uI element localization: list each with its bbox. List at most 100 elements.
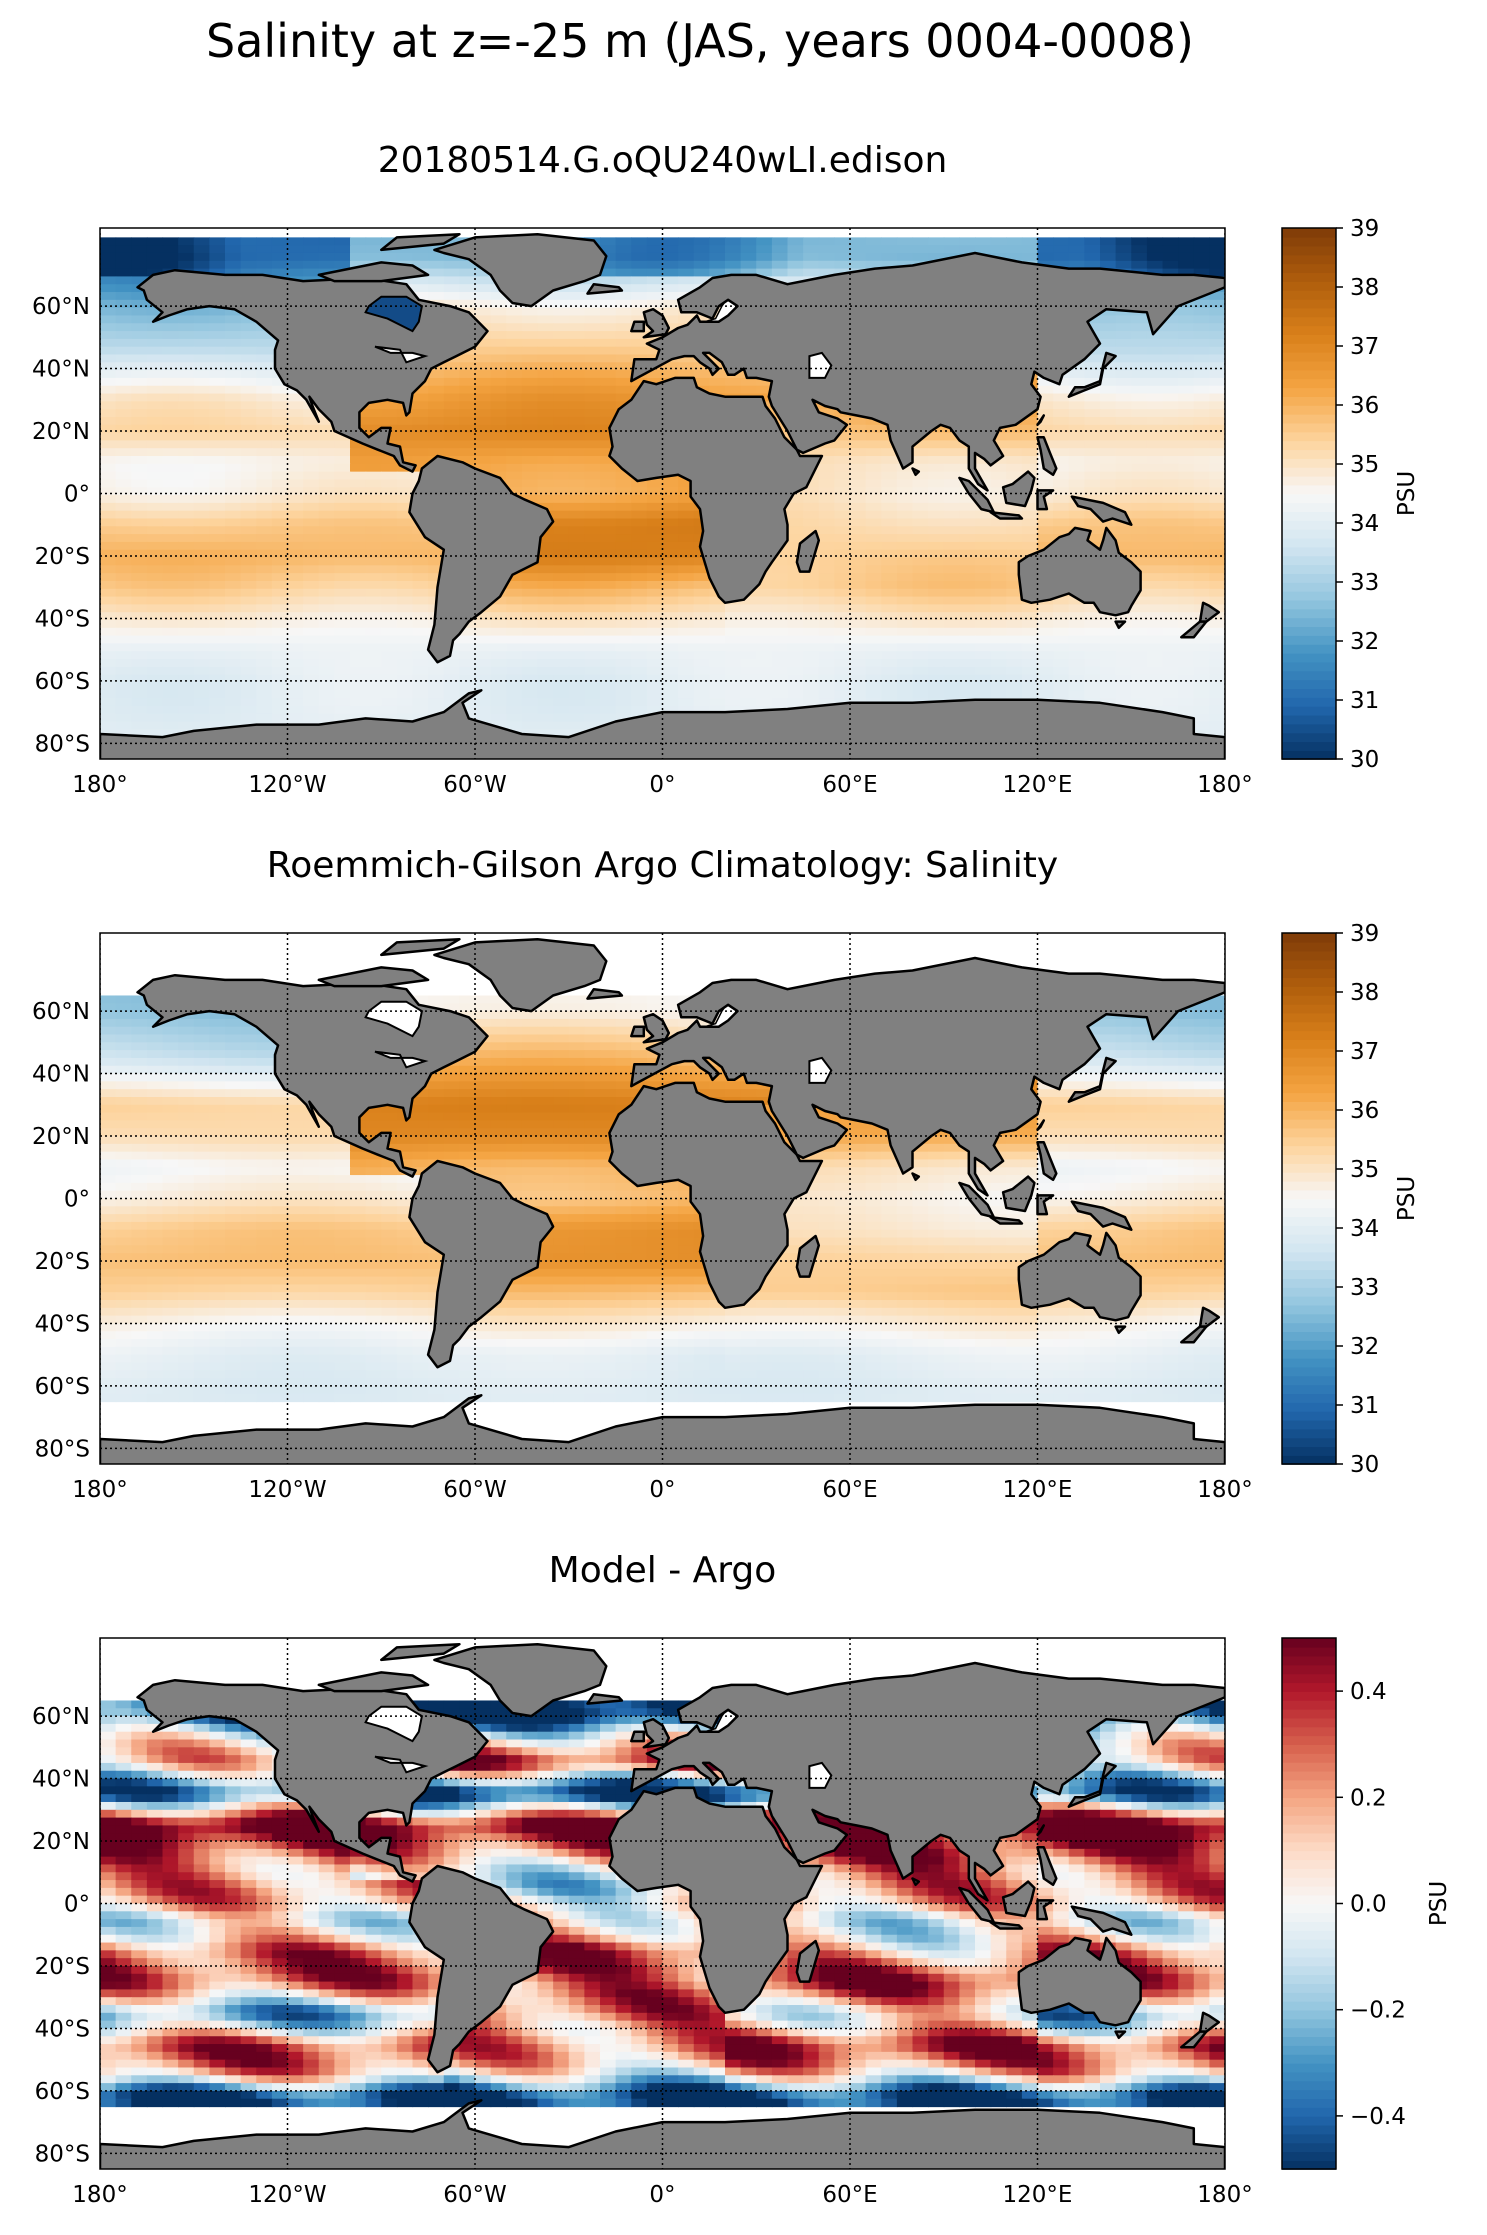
field-cell [115, 448, 132, 457]
field-cell [1193, 635, 1210, 645]
field-cell [990, 534, 1007, 543]
field-cell [490, 682, 507, 691]
field-cell [818, 659, 835, 668]
field-cell [850, 690, 867, 699]
field-cell [100, 612, 117, 621]
field-cell [1162, 549, 1179, 559]
field-cell [631, 690, 648, 699]
field-cell [271, 690, 289, 699]
field-cell [443, 268, 460, 278]
field-cell [896, 674, 914, 684]
field-cell [584, 276, 601, 285]
field-cell [1006, 651, 1023, 660]
colorbar-segment [1282, 555, 1336, 566]
field-cell [115, 292, 132, 301]
field-cell [709, 604, 726, 613]
field-cell [943, 682, 960, 691]
field-cell [553, 635, 570, 645]
field-cell [1146, 237, 1164, 246]
field-cell [475, 292, 492, 301]
field-cell [381, 635, 398, 645]
field-cell [615, 596, 632, 605]
field-cell [1037, 432, 1054, 441]
field-cell [428, 385, 445, 395]
field-cell [1131, 620, 1148, 629]
field-cell [740, 659, 757, 668]
field-cell [615, 635, 632, 645]
field-cell [178, 338, 195, 348]
field-cell [678, 479, 695, 488]
field-cell [818, 440, 835, 449]
field-cell [662, 526, 679, 535]
field-cell [271, 510, 289, 520]
field-cell [131, 495, 148, 504]
field-cell [428, 580, 445, 590]
field-cell [756, 635, 773, 645]
field-cell [381, 463, 398, 473]
field-cell [756, 268, 773, 278]
field-cell [365, 682, 382, 691]
field-cell [146, 620, 164, 629]
field-cell [771, 659, 789, 668]
field-cell [475, 354, 492, 363]
field-cell [1178, 416, 1195, 426]
field-cell [396, 416, 414, 426]
field-cell [615, 292, 632, 301]
colorbar-segment [1282, 679, 1336, 689]
field-cell [553, 549, 570, 559]
field-cell [396, 440, 414, 449]
field-cell [131, 299, 148, 309]
field-cell [131, 307, 148, 317]
field-cell [959, 245, 976, 254]
field-cell [553, 502, 570, 512]
field-cell [193, 456, 210, 465]
field-cell [1100, 252, 1117, 262]
field-cell [646, 260, 664, 270]
field-cell [600, 565, 617, 574]
field-cell [256, 385, 273, 395]
field-cell [928, 432, 945, 441]
field-cell [256, 510, 273, 520]
field-cell [318, 237, 335, 246]
field-cell [943, 643, 960, 652]
field-cell [568, 416, 585, 426]
field-cell [162, 448, 179, 457]
field-cell [209, 440, 226, 449]
field-cell [193, 518, 210, 527]
field-cell [146, 252, 164, 262]
field-cell [584, 510, 601, 520]
field-cell [646, 635, 664, 645]
field-cell [334, 580, 351, 590]
field-cell [912, 690, 929, 699]
field-cell [1021, 526, 1039, 535]
field-cell [256, 698, 273, 707]
y-tick-label: 20°S [35, 544, 90, 570]
field-cell [615, 565, 632, 574]
field-cell [240, 588, 257, 598]
field-cell [271, 252, 289, 262]
field-cell [521, 651, 539, 660]
field-cell [584, 346, 601, 356]
field-cell [646, 573, 664, 582]
field-cell [287, 651, 304, 660]
land-mass [630, 251, 1225, 492]
field-cell [912, 651, 929, 660]
field-cell [1193, 573, 1210, 582]
colorbar-segment [1282, 608, 1336, 619]
field-cell [928, 526, 945, 535]
field-cell [1006, 635, 1023, 645]
field-cell [834, 526, 851, 535]
field-cell [162, 502, 179, 512]
field-cell [271, 659, 289, 668]
field-cell [725, 643, 742, 652]
field-cell [225, 705, 242, 715]
field-cell [303, 245, 320, 254]
field-cell [1209, 557, 1225, 566]
field-cell [600, 620, 617, 629]
field-cell [256, 401, 273, 410]
field-cell [131, 276, 148, 285]
field-cell [615, 346, 632, 356]
field-cell [1178, 565, 1195, 574]
field-cell [615, 580, 632, 590]
field-cell [381, 666, 398, 676]
